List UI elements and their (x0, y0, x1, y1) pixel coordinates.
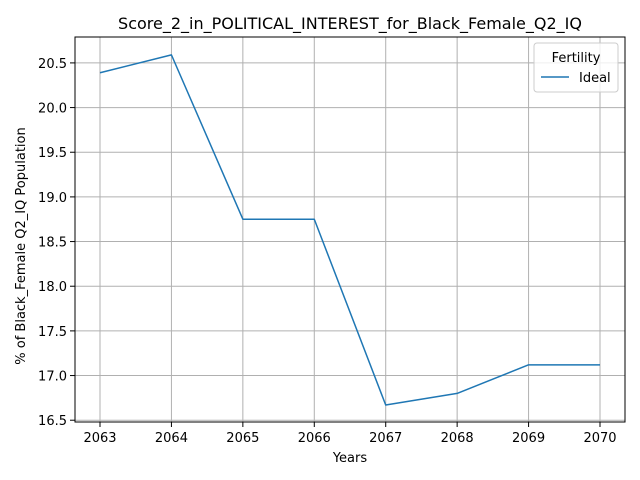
chart-title: Score_2_in_POLITICAL_INTEREST_for_Black_… (118, 14, 582, 34)
x-axis-label: Years (332, 451, 368, 466)
legend-entry-ideal: Ideal (579, 71, 611, 86)
y-tick-label: 20.5 (38, 57, 67, 72)
y-tick-label: 19.5 (38, 146, 67, 161)
x-tick-label: 2070 (583, 431, 616, 446)
x-axis: 2063 2064 2065 2066 2067 2068 2069 2070 (83, 422, 617, 446)
y-axis-label: % of Black_Female Q2_IQ Population (14, 127, 29, 364)
legend-box (533, 42, 619, 93)
series-layer (99, 54, 601, 406)
y-axis: 16.5 17.0 17.5 18.0 18.5 19.0 19.5 20.0 20.5 (38, 57, 75, 429)
x-tick-label: 2069 (512, 431, 545, 446)
x-tick-label: 2065 (226, 431, 259, 446)
y-tick-label: 20.0 (38, 102, 67, 117)
x-tick-label: 2067 (369, 431, 402, 446)
y-tick-label: 16.5 (38, 414, 67, 429)
x-tick-label: 2068 (441, 431, 474, 446)
y-tick-label: 18.0 (38, 280, 67, 295)
series-line-ideal (99, 54, 600, 406)
x-tick-label: 2064 (155, 431, 188, 446)
y-tick-label: 17.5 (38, 325, 67, 340)
grid-lines (75, 37, 625, 422)
x-tick-label: 2066 (298, 431, 331, 446)
plot-frame (74, 36, 626, 423)
legend: Fertility Ideal (533, 42, 619, 93)
x-tick-label: 2063 (83, 431, 116, 446)
y-tick-label: 17.0 (38, 370, 67, 385)
y-tick-label: 18.5 (38, 236, 67, 251)
y-tick-label: 19.0 (38, 191, 67, 206)
legend-title: Fertility (552, 51, 601, 66)
